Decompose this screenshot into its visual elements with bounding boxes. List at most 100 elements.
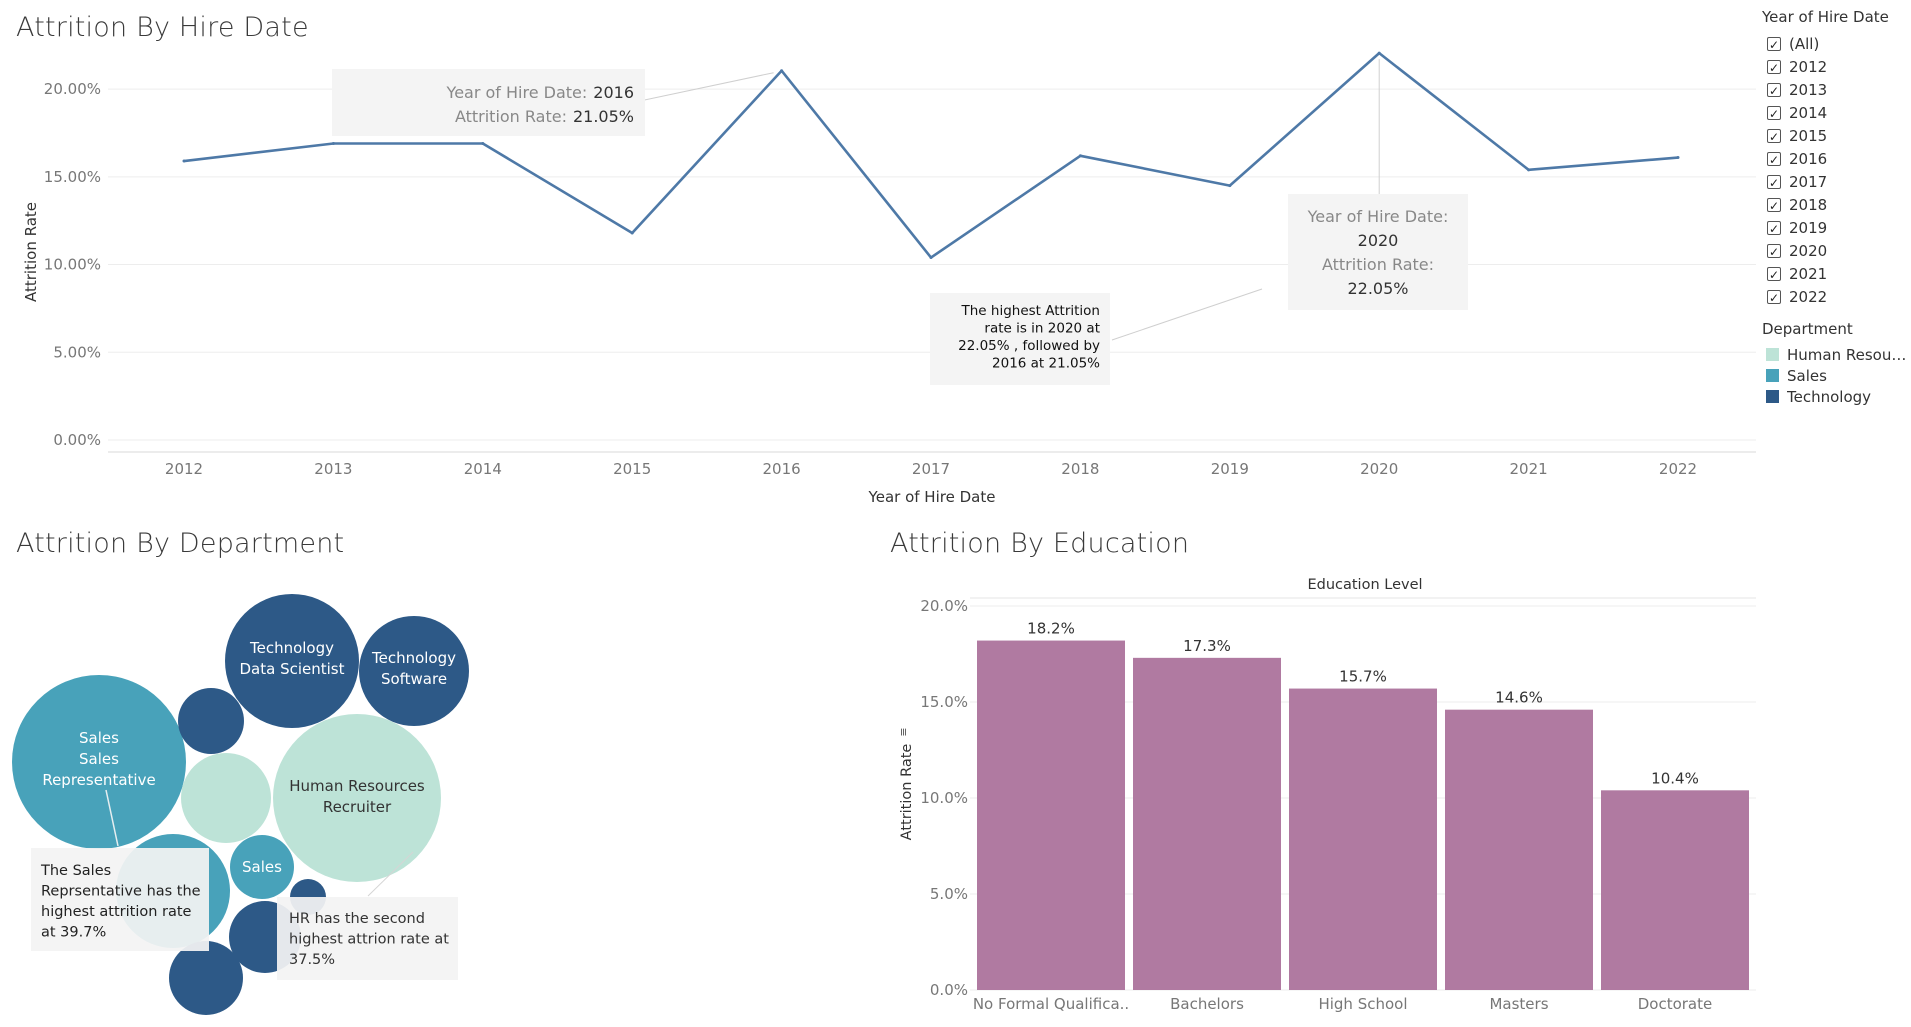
line-x-tick-label: 2014 — [464, 460, 502, 478]
tooltip-2020-val2: 22.05% — [1347, 279, 1408, 298]
year-filter-option[interactable]: 2018 — [1762, 193, 1910, 216]
bar-value-label: 15.7% — [1339, 668, 1387, 686]
tooltip-2020-key1: Year of Hire Date: — [1307, 207, 1449, 226]
year-filter-option[interactable]: 2022 — [1762, 285, 1910, 308]
department-legend-label: Sales — [1787, 366, 1827, 385]
checkbox-checked-icon[interactable] — [1767, 105, 1781, 120]
bubble-technology — [225, 594, 359, 728]
line-y-tick-label: 0.00% — [53, 431, 101, 449]
year-filter-option[interactable]: 2017 — [1762, 170, 1910, 193]
line-y-tick-label: 10.00% — [44, 256, 101, 274]
department-legend-item[interactable]: Sales — [1762, 365, 1910, 386]
checkbox-checked-icon[interactable] — [1767, 197, 1781, 212]
line-point-2013 — [331, 142, 335, 146]
checkbox-checked-icon[interactable] — [1767, 243, 1781, 258]
bar-y-tick-label: 10.0% — [920, 789, 968, 807]
line-x-tick-label: 2013 — [314, 460, 352, 478]
bar-category-label: High School — [1318, 995, 1407, 1013]
year-filter-option[interactable]: 2013 — [1762, 78, 1910, 101]
line-point-2021 — [1527, 168, 1531, 172]
bubble-sales — [230, 835, 294, 899]
line-point-2016 — [780, 69, 784, 73]
bubble-sales — [12, 675, 186, 849]
hr-annotation-line: highest attrion rate at — [289, 932, 449, 948]
bubble-human-resources — [181, 753, 271, 843]
checkbox-checked-icon[interactable] — [1767, 59, 1781, 74]
legend-panel: Year of Hire Date (All) 2012 2013 2014 2015 2… — [1762, 8, 1910, 407]
tooltip-2020-box — [1288, 194, 1468, 310]
checkbox-checked-icon[interactable] — [1767, 266, 1781, 281]
bar-category-label: Bachelors — [1170, 995, 1244, 1013]
line-x-axis-title: Year of Hire Date — [868, 488, 996, 506]
bar-y-tick-label: 20.0% — [920, 597, 968, 615]
line-point-2020 — [1377, 51, 1381, 55]
line-x-tick-label: 2020 — [1360, 460, 1398, 478]
line-y-axis-title: Attrition Rate — [22, 202, 40, 302]
year-filter-option[interactable]: 2021 — [1762, 262, 1910, 285]
line-point-2018 — [1078, 154, 1082, 158]
bubble-technology — [169, 941, 243, 1015]
year-filter-title: Year of Hire Date — [1762, 8, 1889, 26]
bar-y-tick-label: 15.0% — [920, 693, 968, 711]
tooltip-2020-key2: Attrition Rate: — [1322, 255, 1434, 274]
year-filter-label: 2018 — [1789, 195, 1828, 214]
line-x-tick-label: 2021 — [1510, 460, 1548, 478]
line-x-tick-label: 2022 — [1659, 460, 1697, 478]
bubble-label: Recruiter — [323, 798, 392, 816]
line-x-tick-label: 2017 — [912, 460, 950, 478]
tooltip-2016-key1: Year of Hire Date: — [446, 83, 588, 102]
tooltip-2016-val2: 21.05% — [573, 107, 634, 126]
year-filter-option[interactable]: 2015 — [1762, 124, 1910, 147]
checkbox-checked-icon[interactable] — [1767, 289, 1781, 304]
bubble-label: Technology — [371, 649, 456, 667]
tooltip-2020-val1: 2020 — [1358, 231, 1399, 250]
checkbox-checked-icon[interactable] — [1767, 151, 1781, 166]
bar-category-label: No Formal Qualifica.. — [973, 995, 1129, 1013]
bubble-label: Sales — [79, 729, 119, 747]
hr-annotation-box — [277, 897, 458, 980]
bar-value-label: 18.2% — [1027, 620, 1075, 638]
bubble-label: Data Scientist — [240, 660, 345, 678]
sort-icon: ≡ — [897, 727, 910, 736]
year-filter-option[interactable]: 2016 — [1762, 147, 1910, 170]
line-x-tick-label: 2012 — [165, 460, 203, 478]
bar-y-tick-label: 0.0% — [930, 981, 968, 999]
checkbox-checked-icon[interactable] — [1767, 128, 1781, 143]
year-filter-label: 2014 — [1789, 103, 1828, 122]
hire-annotation-connector — [1111, 288, 1263, 341]
bar-doctorate — [1601, 790, 1749, 990]
sales-annotation-line: Reprsentative has the — [41, 884, 201, 900]
tooltip-2016-connector — [634, 72, 774, 103]
year-filter-option[interactable]: 2014 — [1762, 101, 1910, 124]
bubble-label: Human Resources — [289, 777, 425, 795]
line-point-2017 — [929, 256, 933, 260]
tooltip-2016-box — [332, 69, 645, 136]
department-legend-item[interactable]: Human Resourc.. — [1762, 344, 1910, 365]
line-x-tick-label: 2018 — [1061, 460, 1099, 478]
line-chart: 0.00% 5.00% 10.00% 15.00% 20.00% 2012 2013 2014… — [22, 51, 1756, 506]
line-point-2019 — [1228, 184, 1232, 188]
checkbox-checked-icon[interactable] — [1767, 82, 1781, 97]
sales-annotation-connector — [105, 789, 119, 847]
year-filter-option[interactable]: 2012 — [1762, 55, 1910, 78]
hr-annotation-line: HR has the second — [289, 911, 425, 927]
checkbox-checked-icon[interactable] — [1767, 220, 1781, 235]
bar-bachelors — [1133, 657, 1281, 990]
education-chart-title: Attrition By Education — [890, 528, 1190, 559]
year-filter-option[interactable]: 2019 — [1762, 216, 1910, 239]
line-point-2014 — [481, 142, 485, 146]
hire-annotation-line: 22.05% , followed by — [958, 338, 1100, 354]
bar-category-label: Doctorate — [1638, 995, 1713, 1013]
year-filter-option[interactable]: (All) — [1762, 32, 1910, 55]
bar-high-school — [1289, 688, 1437, 990]
bar-value-label: 14.6% — [1495, 689, 1543, 707]
year-filter-label: 2019 — [1789, 218, 1828, 237]
tooltip-2016-val1: 2016 — [593, 83, 634, 102]
bar-chart: Education Level 0.0% 5.0% 10.0% 15.0% 20.0% At… — [897, 577, 1756, 1013]
department-legend-item[interactable]: Technology — [1762, 386, 1910, 407]
sales-annotation-line: highest attrition rate — [41, 904, 192, 920]
checkbox-checked-icon[interactable] — [1767, 36, 1781, 51]
year-filter-option[interactable]: 2020 — [1762, 239, 1910, 262]
checkbox-checked-icon[interactable] — [1767, 174, 1781, 189]
